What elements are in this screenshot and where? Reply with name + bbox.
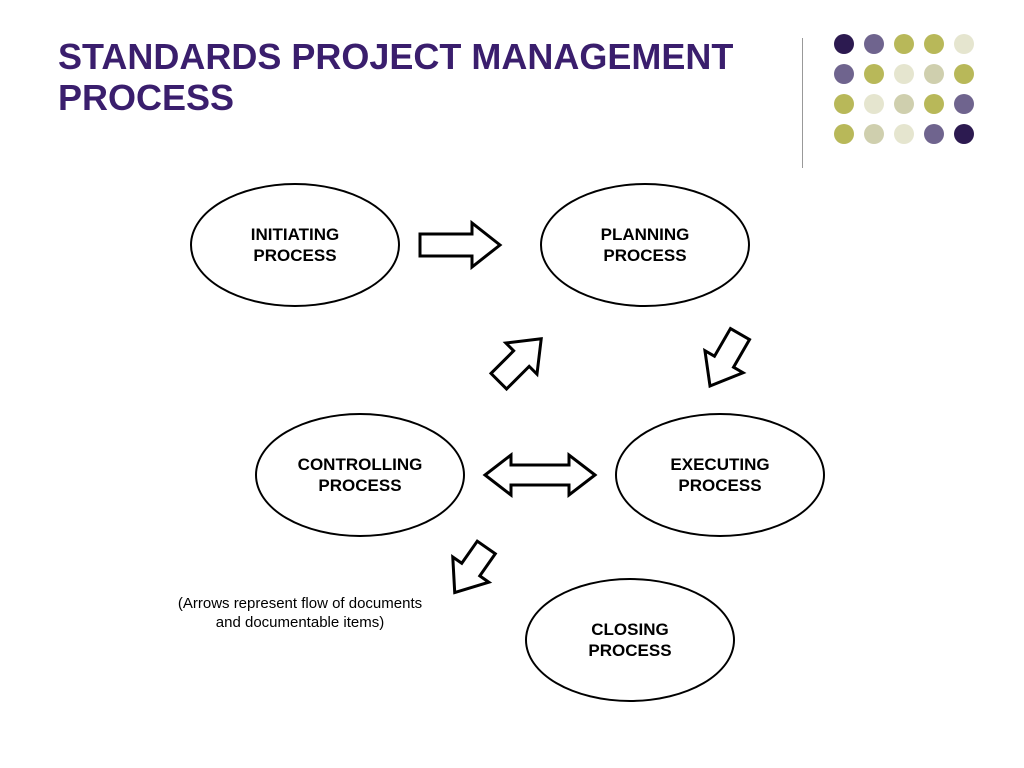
decor-dot	[954, 94, 974, 114]
decor-dot	[954, 34, 974, 54]
decor-dot	[834, 64, 854, 84]
decor-dot	[894, 34, 914, 54]
decor-dot	[834, 34, 854, 54]
node-label: PLANNING PROCESS	[601, 224, 690, 267]
decor-dot	[894, 94, 914, 114]
node-label: INITIATING PROCESS	[251, 224, 339, 267]
node-label: CONTROLLING PROCESS	[298, 454, 423, 497]
node-planning: PLANNING PROCESS	[540, 183, 750, 307]
node-executing: EXECUTING PROCESS	[615, 413, 825, 537]
decor-dot	[834, 124, 854, 144]
decor-dot	[894, 64, 914, 84]
decor-dot	[954, 124, 974, 144]
decor-dot	[864, 64, 884, 84]
decor-dot	[924, 124, 944, 144]
node-label: CLOSING PROCESS	[588, 619, 671, 662]
decor-dot	[864, 124, 884, 144]
arrow-init-to-plan	[388, 213, 532, 277]
decor-dot	[834, 94, 854, 114]
decor-dot	[864, 34, 884, 54]
decor-dot	[894, 124, 914, 144]
slide-title: STANDARDS PROJECT MANAGEMENT PROCESS	[58, 36, 778, 119]
node-closing: CLOSING PROCESS	[525, 578, 735, 702]
decor-dot	[864, 94, 884, 114]
arrow-ctrl-to-plan	[454, 294, 587, 427]
diagram-caption: (Arrows represent flow of documents and …	[175, 595, 425, 633]
decor-dot	[924, 34, 944, 54]
decor-dot	[954, 64, 974, 84]
arrow-plan-to-exec	[666, 290, 783, 429]
arrow-ctrl-exec-bi	[455, 445, 625, 505]
arrow-ctrl-to-close	[410, 503, 531, 637]
node-initiating: INITIATING PROCESS	[190, 183, 400, 307]
decor-dot	[924, 94, 944, 114]
decor-dot	[924, 64, 944, 84]
node-controlling: CONTROLLING PROCESS	[255, 413, 465, 537]
header-divider	[802, 38, 803, 168]
node-label: EXECUTING PROCESS	[670, 454, 769, 497]
